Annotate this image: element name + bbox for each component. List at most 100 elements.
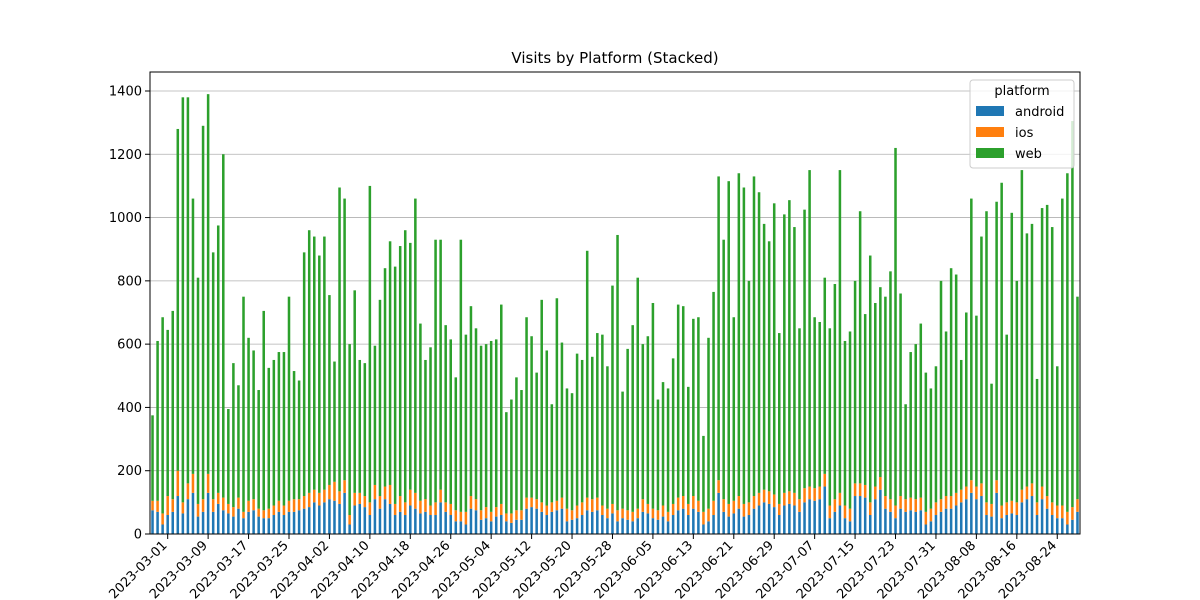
bar-ios bbox=[560, 497, 564, 509]
bar-web bbox=[863, 314, 867, 485]
legend-swatch-android bbox=[976, 106, 1004, 116]
bar-web bbox=[520, 390, 523, 511]
bar-android bbox=[1025, 499, 1029, 534]
bar-android bbox=[388, 503, 392, 534]
bar-web bbox=[484, 344, 488, 508]
bar-web bbox=[277, 352, 281, 501]
bar-web bbox=[227, 409, 230, 504]
bar-ios bbox=[596, 497, 599, 511]
bar-web bbox=[323, 236, 326, 490]
bar-android bbox=[702, 524, 705, 534]
bar-ios bbox=[530, 497, 533, 508]
bar-ios bbox=[211, 499, 215, 512]
bar-android bbox=[302, 508, 306, 534]
bar-android bbox=[484, 518, 488, 534]
bar-ios bbox=[1040, 486, 1044, 500]
bar-web bbox=[1000, 182, 1003, 506]
bar-android bbox=[201, 511, 205, 534]
bar-web bbox=[1066, 173, 1069, 512]
bar-web bbox=[702, 435, 705, 512]
bar-ios bbox=[687, 503, 690, 516]
bar-web bbox=[580, 359, 584, 503]
bar-android bbox=[944, 508, 948, 534]
bar-android bbox=[414, 508, 417, 534]
bar-web bbox=[414, 198, 417, 493]
bar-ios bbox=[1010, 500, 1014, 514]
bar-ios bbox=[838, 492, 842, 506]
bar-web bbox=[621, 391, 624, 509]
bar-android bbox=[393, 515, 397, 534]
bar-web bbox=[348, 344, 351, 516]
bar-web bbox=[494, 339, 498, 508]
bar-android bbox=[631, 521, 634, 534]
bar-ios bbox=[353, 492, 356, 506]
bar-ios bbox=[1005, 502, 1008, 516]
bar-android bbox=[1061, 518, 1064, 534]
bar-android bbox=[818, 499, 821, 534]
y-axis: 0 200 400 600 800 1000 1200 1400 bbox=[109, 84, 150, 543]
bar-web bbox=[403, 230, 407, 503]
bar-web bbox=[429, 347, 432, 506]
bar-android bbox=[838, 505, 842, 534]
y-tick-label: 0 bbox=[134, 528, 142, 543]
bar-android bbox=[520, 519, 523, 534]
bar-ios bbox=[752, 496, 756, 509]
bar-ios bbox=[449, 503, 452, 516]
bar-ios bbox=[328, 484, 331, 500]
bar-android bbox=[1020, 502, 1024, 534]
bar-android bbox=[884, 508, 887, 534]
bar-android bbox=[889, 511, 892, 534]
bar-web bbox=[874, 303, 877, 487]
legend-label-web: web bbox=[1015, 147, 1042, 162]
bar-ios bbox=[772, 494, 776, 508]
bar-web bbox=[464, 334, 468, 512]
bar-ios bbox=[585, 497, 589, 511]
bar-android bbox=[692, 508, 695, 534]
bar-android bbox=[333, 500, 336, 534]
bar-ios bbox=[434, 502, 437, 516]
bar-android bbox=[1055, 518, 1059, 534]
bar-android bbox=[980, 496, 983, 534]
bar-android bbox=[626, 519, 629, 534]
bar-ios bbox=[601, 505, 604, 516]
bar-web bbox=[211, 252, 215, 500]
bar-ios bbox=[636, 508, 640, 519]
bar-web bbox=[1005, 334, 1008, 503]
bar-ios bbox=[1061, 505, 1064, 519]
bar-ios bbox=[722, 499, 725, 512]
bar-web bbox=[585, 250, 589, 498]
bar-web bbox=[808, 170, 811, 487]
bar-web bbox=[813, 317, 816, 489]
bar-web bbox=[692, 318, 695, 497]
bar-web bbox=[671, 358, 675, 504]
bar-android bbox=[307, 507, 311, 534]
bar-web bbox=[156, 340, 159, 501]
bar-ios bbox=[995, 480, 998, 493]
bar-ios bbox=[525, 497, 528, 509]
bar-web bbox=[222, 154, 225, 498]
bar-ios bbox=[156, 500, 159, 512]
bar-web bbox=[540, 299, 543, 503]
bar-android bbox=[489, 521, 493, 534]
bar-android bbox=[409, 505, 412, 534]
bar-android bbox=[1000, 518, 1003, 534]
bar-ios bbox=[565, 508, 569, 522]
bar-android bbox=[267, 518, 271, 534]
bar-ios bbox=[409, 489, 412, 506]
bar-android bbox=[545, 515, 549, 534]
bar-web bbox=[237, 385, 240, 498]
bar-web bbox=[262, 310, 265, 511]
bar-web bbox=[434, 239, 437, 503]
bar-android bbox=[732, 513, 736, 534]
bar-ios bbox=[419, 500, 422, 514]
bars bbox=[151, 94, 1079, 534]
bar-ios bbox=[742, 503, 746, 517]
bar-android bbox=[464, 524, 468, 534]
bar-web bbox=[1045, 204, 1049, 497]
bar-web bbox=[990, 383, 993, 504]
bar-android bbox=[151, 510, 154, 534]
bar-android bbox=[292, 511, 296, 534]
bar-ios bbox=[863, 484, 867, 498]
bar-ios bbox=[828, 505, 832, 519]
bar-web bbox=[1035, 378, 1039, 503]
